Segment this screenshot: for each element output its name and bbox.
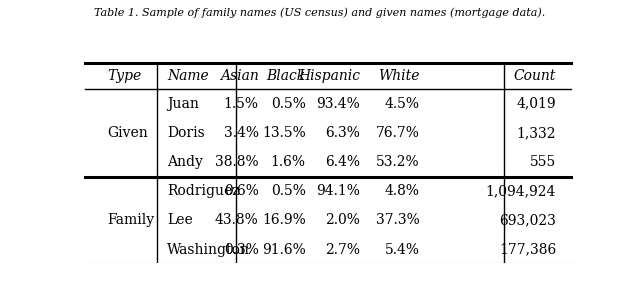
Text: 1,332: 1,332	[516, 126, 556, 140]
Text: 37.3%: 37.3%	[376, 213, 420, 227]
Text: Type: Type	[108, 69, 141, 83]
Text: Lee: Lee	[167, 213, 193, 227]
Text: 555: 555	[530, 155, 556, 169]
Text: 2.0%: 2.0%	[325, 213, 360, 227]
Text: Rodriguez: Rodriguez	[167, 184, 239, 198]
Text: 0.5%: 0.5%	[271, 97, 306, 111]
Text: 4.8%: 4.8%	[385, 184, 420, 198]
Text: 1,094,924: 1,094,924	[486, 184, 556, 198]
Text: 3.4%: 3.4%	[223, 126, 259, 140]
Text: White: White	[378, 69, 420, 83]
Text: 1.5%: 1.5%	[223, 97, 259, 111]
Text: 5.4%: 5.4%	[385, 242, 420, 257]
Text: 693,023: 693,023	[499, 213, 556, 227]
Text: Asian: Asian	[220, 69, 259, 83]
Text: 38.8%: 38.8%	[215, 155, 259, 169]
Text: 0.3%: 0.3%	[224, 242, 259, 257]
Text: 6.4%: 6.4%	[325, 155, 360, 169]
Text: Given: Given	[108, 126, 148, 140]
Text: 0.5%: 0.5%	[271, 184, 306, 198]
Text: 16.9%: 16.9%	[262, 213, 306, 227]
Text: Doris: Doris	[167, 126, 205, 140]
Text: Hispanic: Hispanic	[298, 69, 360, 83]
Text: Juan: Juan	[167, 97, 198, 111]
Text: 2.7%: 2.7%	[325, 242, 360, 257]
Text: 4.5%: 4.5%	[385, 97, 420, 111]
Text: 53.2%: 53.2%	[376, 155, 420, 169]
Text: Andy: Andy	[167, 155, 203, 169]
Text: 1.6%: 1.6%	[271, 155, 306, 169]
Text: Table 1. Sample of family names (US census) and given names (mortgage data).: Table 1. Sample of family names (US cens…	[94, 7, 546, 18]
Text: 93.4%: 93.4%	[317, 97, 360, 111]
Text: Name: Name	[167, 69, 209, 83]
Text: Washington: Washington	[167, 242, 250, 257]
Text: Count: Count	[514, 69, 556, 83]
Text: 6.3%: 6.3%	[325, 126, 360, 140]
Text: Black: Black	[266, 69, 306, 83]
Text: 91.6%: 91.6%	[262, 242, 306, 257]
Text: 4,019: 4,019	[516, 97, 556, 111]
Text: 94.1%: 94.1%	[316, 184, 360, 198]
Text: 43.8%: 43.8%	[215, 213, 259, 227]
Text: 13.5%: 13.5%	[262, 126, 306, 140]
Text: 0.6%: 0.6%	[224, 184, 259, 198]
Text: 177,386: 177,386	[499, 242, 556, 257]
Text: Family: Family	[108, 213, 154, 227]
Text: 76.7%: 76.7%	[376, 126, 420, 140]
